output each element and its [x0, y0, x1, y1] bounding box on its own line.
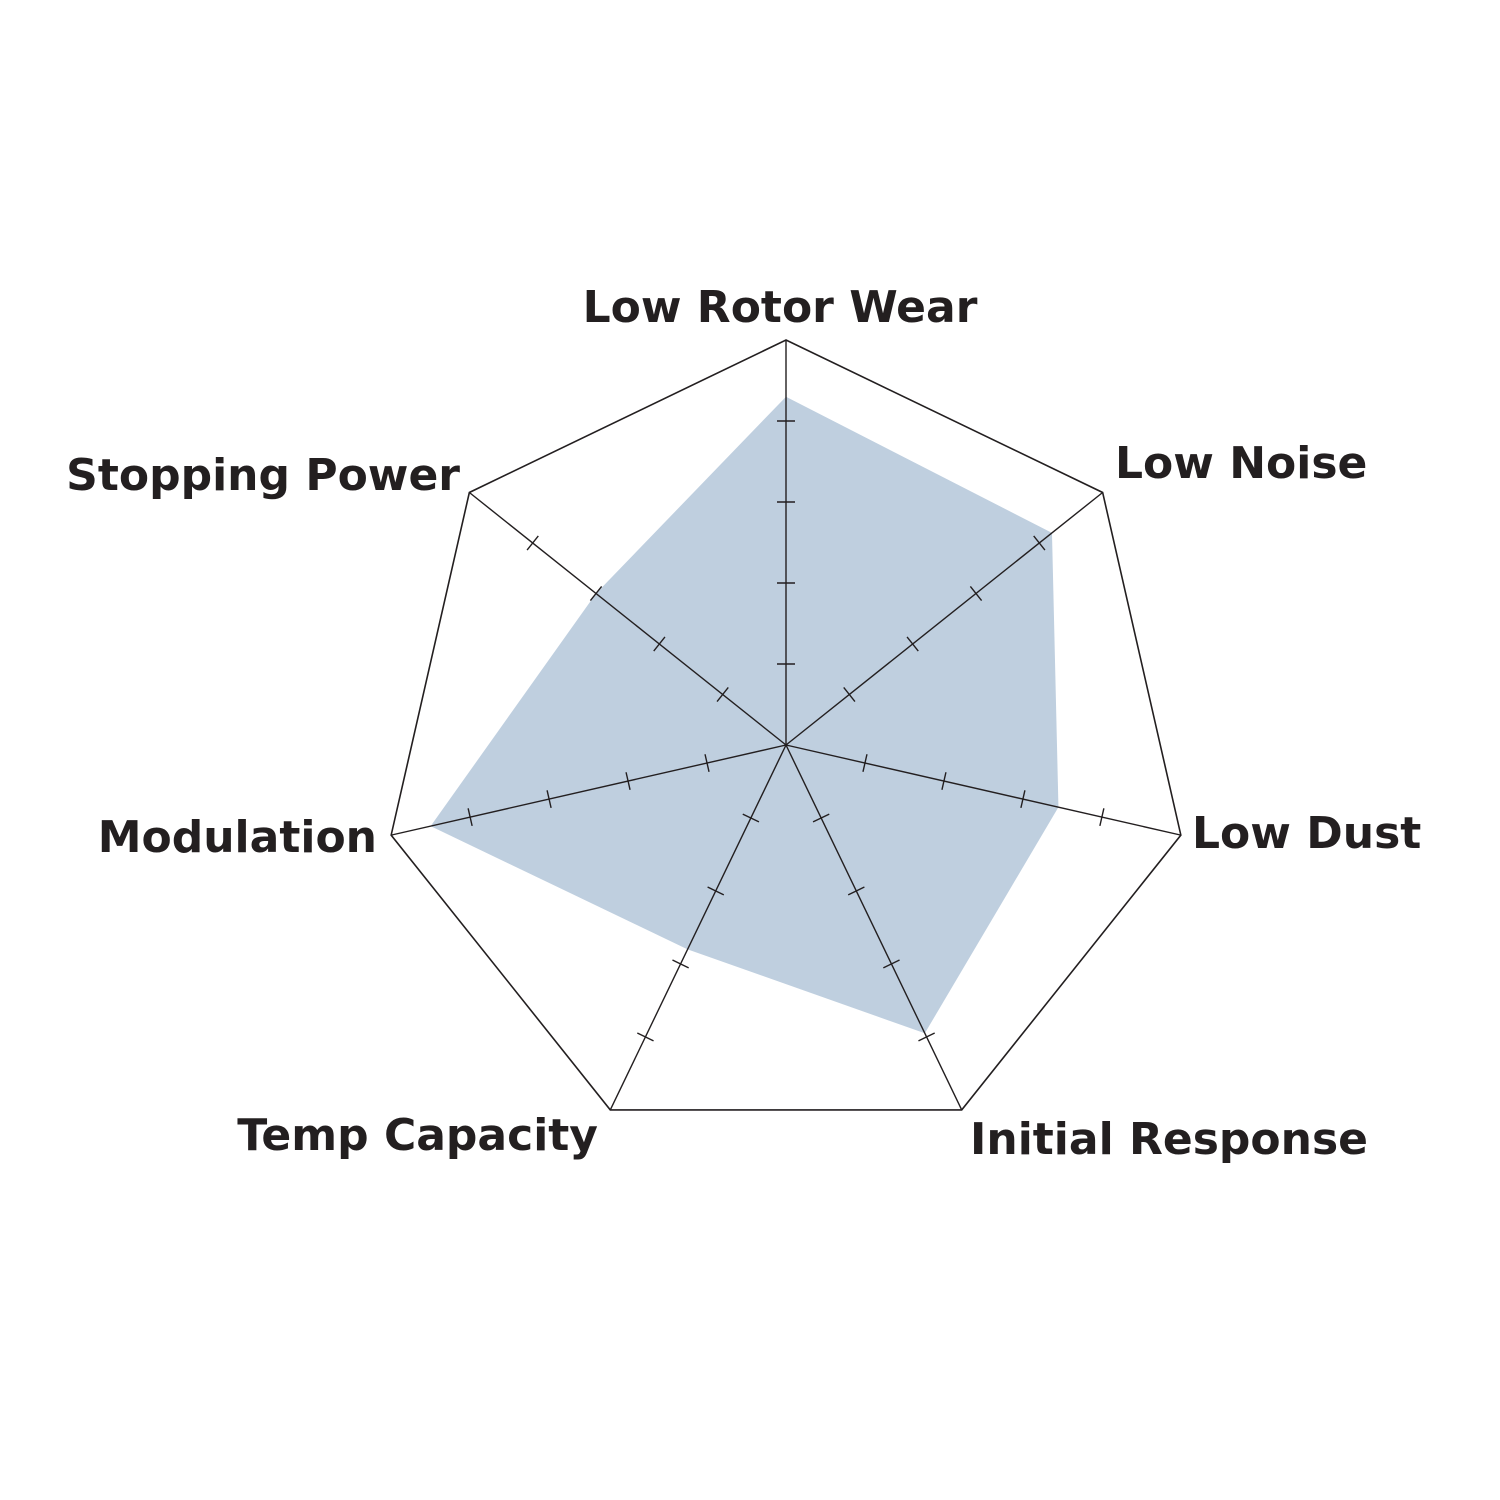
axis-tick — [883, 959, 900, 969]
axis-label: Modulation — [98, 812, 377, 863]
axis-tick — [526, 535, 539, 551]
axis-tick — [653, 636, 666, 652]
axis-spoke — [609, 744, 787, 1111]
axis-label: Low Rotor Wear — [583, 282, 978, 333]
axis-tick — [843, 687, 856, 702]
axis-tick — [862, 754, 868, 772]
axis-tick — [906, 636, 919, 652]
axis-spoke — [390, 744, 787, 836]
axis-tick — [812, 813, 830, 823]
axis-tick — [704, 754, 710, 772]
axis-spoke — [468, 491, 787, 746]
axis-tick — [707, 886, 725, 896]
axis-tick — [625, 772, 631, 790]
axis-tick — [672, 959, 689, 969]
axis-label: Temp Capacity — [237, 1110, 598, 1161]
axis-label: Stopping Power — [66, 450, 460, 501]
axis-tick — [941, 772, 947, 790]
axis-tick — [589, 586, 603, 601]
axis-label: Low Dust — [1192, 808, 1421, 859]
axis-tick — [637, 1032, 654, 1042]
axis-tick — [742, 813, 760, 823]
axis-tick — [1099, 808, 1105, 827]
axis-label: Initial Response — [970, 1114, 1368, 1165]
axis-label: Low Noise — [1115, 438, 1367, 489]
axis-spoke — [785, 744, 1182, 836]
axis-tick — [847, 886, 865, 896]
axis-spoke — [785, 744, 963, 1111]
axis-spoke — [785, 491, 1104, 746]
axis-tick — [716, 687, 729, 702]
outer-frame — [390, 339, 1182, 1111]
axis-tick — [969, 586, 983, 601]
axis-tick — [467, 808, 473, 827]
axis-tick — [1020, 790, 1026, 809]
axis-tick — [918, 1032, 935, 1042]
data-area — [430, 396, 1059, 1034]
axis-tick — [1033, 535, 1046, 551]
axis-tick — [546, 790, 552, 809]
